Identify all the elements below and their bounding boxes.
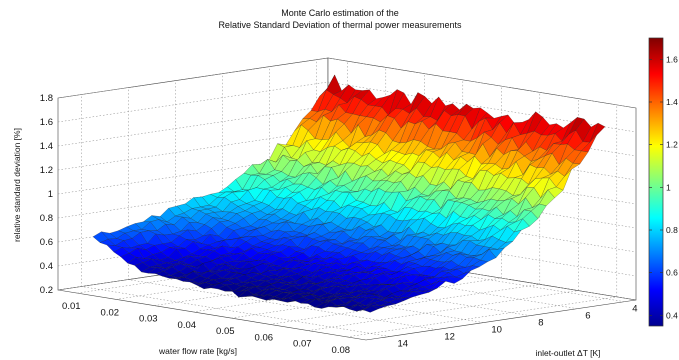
- surface-patch: [362, 305, 379, 313]
- colorbar-tick-label: 1.4: [666, 97, 678, 107]
- z-grid-line: [57, 201, 637, 253]
- x-tick-label: 0.01: [62, 301, 81, 312]
- colorbar-tick-label: 1.6: [666, 54, 678, 64]
- y-axis-label: inlet-outlet ΔT [K]: [535, 348, 600, 358]
- colorbar-ticks: 0.4 0.6 0.8 1 1.2 1.4 1.6: [649, 54, 678, 320]
- z-tick-label: 0.8: [40, 213, 53, 224]
- z-tick-label: 1: [48, 189, 53, 200]
- z-axis-label: relative standard deviation [%]: [12, 128, 22, 242]
- x-tick-label: 0.07: [293, 339, 312, 350]
- x-tick-label: 0.08: [332, 345, 351, 356]
- x-tick-label: 0.05: [216, 326, 235, 337]
- z-tick-label: 1.6: [40, 117, 53, 128]
- y-grid-line: [128, 87, 437, 330]
- y-tick-label: 14: [398, 339, 409, 350]
- z-grid-line: [57, 225, 637, 277]
- y-tick-label: 6: [585, 311, 590, 322]
- colorbar-tick-label: 1.2: [666, 140, 678, 150]
- y-tick-label: 12: [444, 332, 455, 343]
- surface-mesh: [92, 74, 606, 313]
- z-grid-line: [57, 249, 637, 301]
- z-tick-label: 1.8: [40, 93, 53, 104]
- z-tick-label: 1.4: [40, 141, 53, 152]
- z-tick-label: 0.2: [40, 285, 53, 296]
- colorbar-tick-label: 0.4: [666, 310, 678, 320]
- y-grid-line: [81, 94, 390, 337]
- x-tick-label: 0.06: [255, 332, 274, 343]
- colorbar-tick-label: 0.6: [666, 268, 678, 278]
- z-tick-label: 1.2: [40, 165, 53, 176]
- x-tick-label: 0.02: [101, 307, 120, 318]
- y-tick-label: 10: [491, 325, 502, 336]
- z-grid-line: [57, 57, 637, 109]
- x-tick-label: 0.03: [139, 314, 158, 325]
- y-tick-label: 4: [632, 304, 637, 315]
- z-tick-label: 0.4: [40, 261, 53, 272]
- x-axis-label: water flow rate [kg/s]: [158, 346, 237, 356]
- chart-title-line-2: Relative Standard Deviation of thermal p…: [218, 20, 462, 30]
- colorbar: [648, 37, 664, 327]
- tick-labels: 0.2 0.4 0.6 0.8 1 1.2 1.4 1.6 1.8 0.01 0.02 0.03 0.0…: [40, 93, 638, 356]
- colorbar-tick-label: 1: [666, 182, 671, 192]
- chart-title-line-1: Monte Carlo estimation of the: [281, 8, 399, 18]
- z-tick-label: 0.6: [40, 237, 53, 248]
- y-tick-label: 8: [538, 318, 543, 329]
- colorbar-tick-label: 0.8: [666, 225, 678, 235]
- x-tick-label: 0.04: [178, 320, 197, 331]
